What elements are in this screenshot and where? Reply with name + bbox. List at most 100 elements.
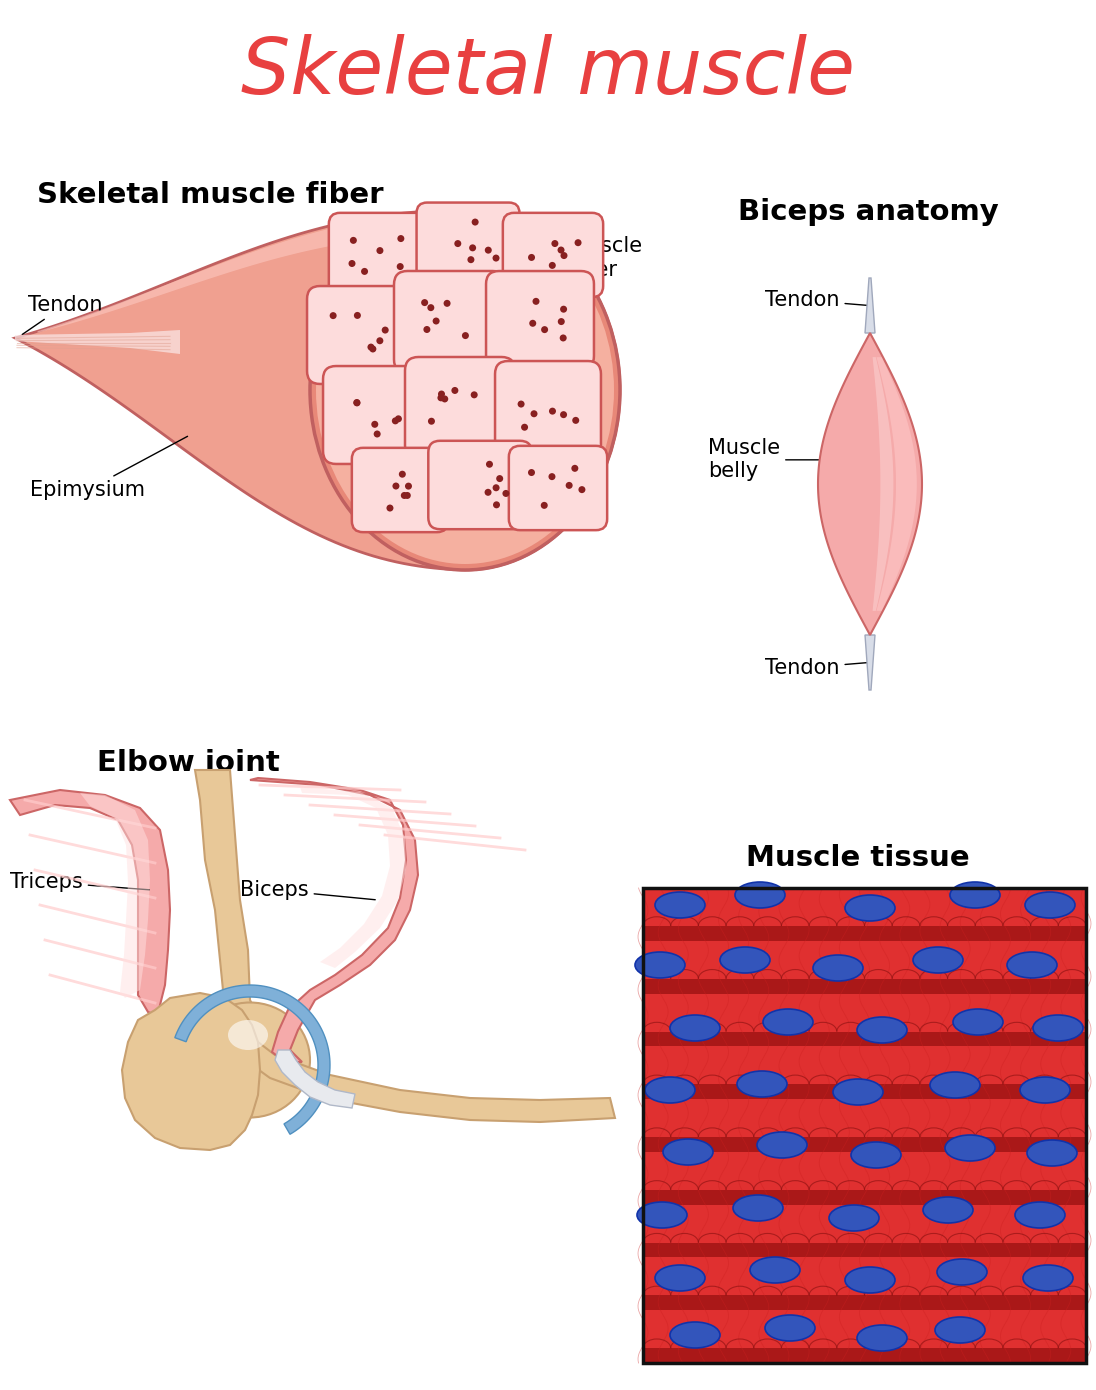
Text: Triceps: Triceps bbox=[10, 872, 149, 892]
Text: Tendon: Tendon bbox=[22, 295, 103, 335]
Circle shape bbox=[521, 424, 528, 431]
Ellipse shape bbox=[670, 1015, 720, 1041]
Ellipse shape bbox=[1015, 1202, 1065, 1227]
Bar bbox=[643, 888, 1086, 926]
Circle shape bbox=[442, 395, 448, 403]
Circle shape bbox=[496, 475, 503, 482]
FancyBboxPatch shape bbox=[509, 446, 607, 530]
Circle shape bbox=[469, 245, 476, 252]
Bar bbox=[643, 941, 1086, 979]
Bar bbox=[643, 1099, 1086, 1137]
Ellipse shape bbox=[637, 1202, 687, 1227]
Ellipse shape bbox=[190, 1002, 310, 1118]
Bar bbox=[643, 1084, 1086, 1099]
Circle shape bbox=[392, 482, 399, 489]
Bar bbox=[643, 1047, 1086, 1084]
Bar bbox=[643, 1205, 1086, 1243]
FancyBboxPatch shape bbox=[393, 271, 506, 373]
Text: Skeletal muscle fiber: Skeletal muscle fiber bbox=[37, 181, 384, 208]
Text: Muscle tissue: Muscle tissue bbox=[746, 844, 970, 872]
Circle shape bbox=[376, 338, 384, 345]
Ellipse shape bbox=[655, 892, 705, 917]
Circle shape bbox=[470, 392, 478, 399]
Polygon shape bbox=[10, 790, 175, 1017]
Bar bbox=[643, 888, 1086, 1364]
Ellipse shape bbox=[1020, 1077, 1070, 1104]
Circle shape bbox=[369, 346, 376, 353]
Circle shape bbox=[437, 395, 445, 402]
Circle shape bbox=[376, 247, 384, 254]
Bar bbox=[643, 1031, 1086, 1047]
FancyBboxPatch shape bbox=[307, 286, 413, 384]
Ellipse shape bbox=[765, 1315, 815, 1341]
Ellipse shape bbox=[228, 1020, 269, 1049]
FancyBboxPatch shape bbox=[429, 441, 532, 530]
FancyBboxPatch shape bbox=[416, 203, 520, 281]
Polygon shape bbox=[865, 278, 875, 334]
Circle shape bbox=[486, 460, 493, 468]
Ellipse shape bbox=[845, 895, 895, 922]
Ellipse shape bbox=[1025, 892, 1075, 917]
Ellipse shape bbox=[316, 215, 614, 564]
Ellipse shape bbox=[954, 1009, 1003, 1036]
Circle shape bbox=[381, 327, 389, 334]
Polygon shape bbox=[872, 357, 893, 610]
Bar bbox=[643, 1258, 1086, 1295]
FancyBboxPatch shape bbox=[406, 357, 515, 459]
Circle shape bbox=[560, 411, 567, 418]
Ellipse shape bbox=[813, 955, 863, 981]
FancyBboxPatch shape bbox=[486, 271, 594, 368]
Ellipse shape bbox=[935, 1316, 985, 1343]
Circle shape bbox=[517, 400, 525, 407]
Circle shape bbox=[438, 391, 445, 398]
Circle shape bbox=[374, 431, 380, 438]
Circle shape bbox=[433, 317, 439, 324]
Circle shape bbox=[560, 306, 567, 313]
Ellipse shape bbox=[663, 1138, 713, 1165]
Circle shape bbox=[528, 254, 535, 261]
Ellipse shape bbox=[763, 1009, 813, 1036]
Circle shape bbox=[572, 417, 579, 424]
Ellipse shape bbox=[913, 947, 963, 973]
Ellipse shape bbox=[845, 1268, 895, 1293]
Circle shape bbox=[354, 399, 361, 406]
Circle shape bbox=[541, 327, 548, 334]
Ellipse shape bbox=[737, 1072, 787, 1097]
Bar bbox=[643, 1137, 1086, 1152]
Polygon shape bbox=[252, 1042, 615, 1122]
Circle shape bbox=[455, 240, 461, 247]
Bar bbox=[643, 1152, 1086, 1190]
Circle shape bbox=[406, 482, 412, 489]
Circle shape bbox=[533, 297, 539, 304]
Circle shape bbox=[484, 246, 492, 253]
Circle shape bbox=[528, 468, 535, 475]
Bar bbox=[643, 888, 1086, 1364]
Circle shape bbox=[427, 304, 434, 311]
Circle shape bbox=[427, 418, 435, 425]
Circle shape bbox=[349, 260, 355, 267]
Text: Muscle
fiber: Muscle fiber bbox=[493, 236, 642, 279]
Circle shape bbox=[401, 492, 408, 499]
Polygon shape bbox=[15, 210, 620, 570]
Circle shape bbox=[452, 386, 458, 393]
Circle shape bbox=[549, 261, 556, 268]
Bar bbox=[643, 1311, 1086, 1348]
Circle shape bbox=[529, 320, 536, 327]
Ellipse shape bbox=[757, 1131, 807, 1158]
Ellipse shape bbox=[646, 1077, 695, 1104]
Circle shape bbox=[540, 502, 548, 509]
Ellipse shape bbox=[931, 1072, 980, 1098]
FancyBboxPatch shape bbox=[503, 213, 603, 297]
Circle shape bbox=[574, 239, 582, 246]
Polygon shape bbox=[250, 778, 418, 1062]
FancyBboxPatch shape bbox=[323, 366, 427, 464]
Circle shape bbox=[398, 235, 404, 242]
FancyBboxPatch shape bbox=[329, 213, 431, 297]
Text: Skeletal muscle: Skeletal muscle bbox=[241, 33, 855, 110]
Circle shape bbox=[530, 410, 537, 417]
Circle shape bbox=[548, 473, 556, 480]
Ellipse shape bbox=[1034, 1015, 1083, 1041]
Ellipse shape bbox=[850, 1143, 901, 1168]
Circle shape bbox=[560, 252, 568, 259]
Bar bbox=[643, 1295, 1086, 1311]
